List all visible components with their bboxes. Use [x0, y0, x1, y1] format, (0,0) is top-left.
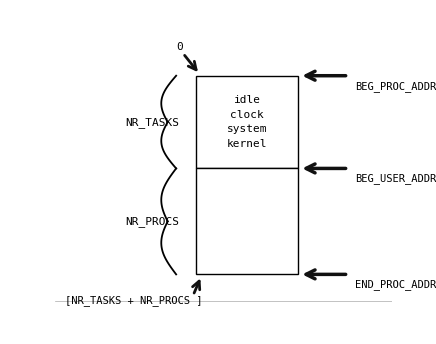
Text: BEG_USER_ADDR: BEG_USER_ADDR — [355, 174, 436, 184]
Text: idle: idle — [234, 95, 261, 105]
Text: NR_PROCS: NR_PROCS — [126, 216, 180, 227]
Text: [NR_TASKS + NR_PROCS ]: [NR_TASKS + NR_PROCS ] — [65, 295, 202, 306]
Text: clock: clock — [230, 110, 264, 120]
Text: NR_TASKS: NR_TASKS — [126, 117, 180, 128]
Text: 0: 0 — [176, 42, 183, 52]
Bar — [196, 76, 298, 169]
Text: BEG_PROC_ADDR: BEG_PROC_ADDR — [355, 81, 436, 92]
Text: kernel: kernel — [227, 139, 267, 149]
Bar — [196, 169, 298, 275]
Text: END_PROC_ADDR: END_PROC_ADDR — [355, 280, 436, 290]
Text: system: system — [227, 124, 267, 135]
